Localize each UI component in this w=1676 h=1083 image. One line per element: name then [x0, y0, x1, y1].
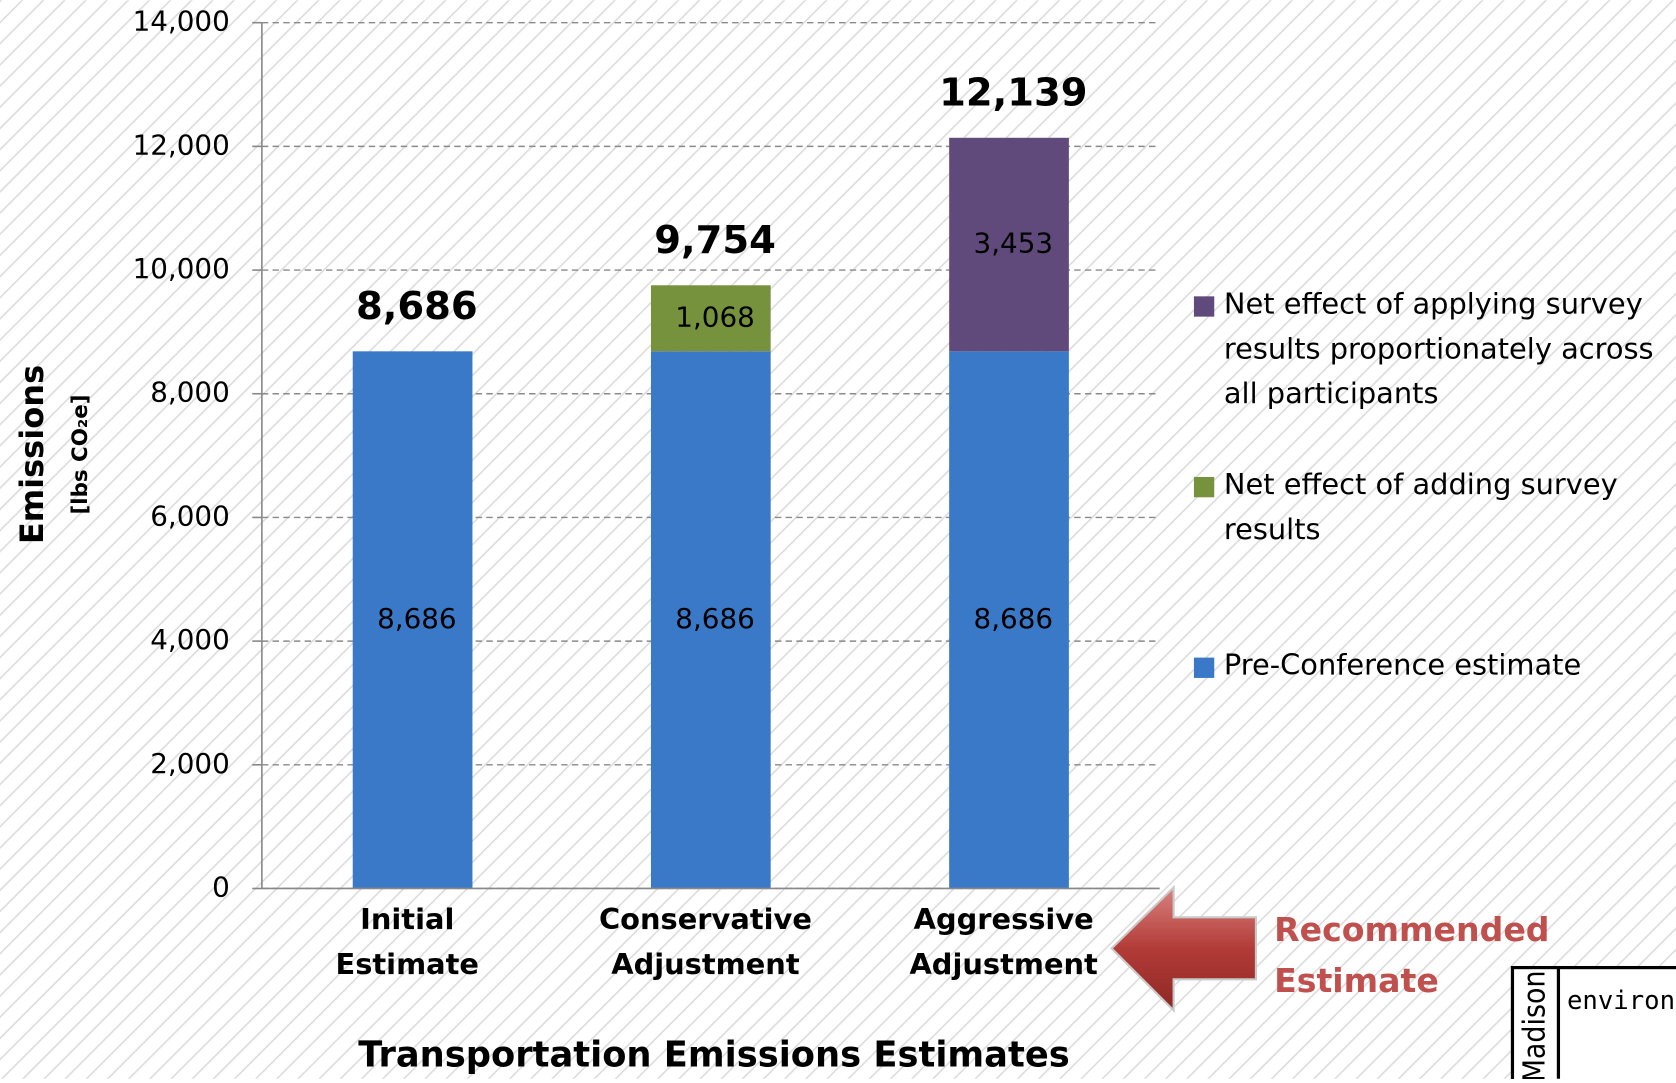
- y-tick-label: 8,000: [150, 376, 230, 409]
- y-tick-label: 0: [212, 870, 230, 903]
- legend-label-box: Net effect of adding survey results: [1223, 468, 1618, 547]
- legend-swatch: [1193, 657, 1215, 678]
- y-tick-label: 6,000: [150, 499, 230, 532]
- x-tick-label: Initial Estimate: [335, 903, 479, 982]
- value-label: 8,686: [377, 602, 457, 635]
- legend-swatch: [1193, 296, 1215, 317]
- legend-label-box: Pre-Conference estimate: [1223, 649, 1582, 683]
- legend-label: Net effect of adding survey results: [1223, 468, 1618, 547]
- total-label: 8,686: [356, 284, 478, 329]
- logo-box: [1510, 965, 1676, 1083]
- y-axis-subtitle: [lbs CO₂e]: [68, 395, 93, 515]
- logo-text: environme: [1567, 986, 1676, 1016]
- annotation-box: Recommended Estimate: [1274, 910, 1550, 1001]
- bar-segment: [650, 351, 771, 889]
- y-axis-title: Emissions: [13, 365, 51, 544]
- legend-label-box: Net effect of applying survey results pr…: [1223, 287, 1654, 411]
- bar-segment: [352, 351, 473, 889]
- x-tick-label: Conservative Adjustment: [599, 903, 812, 982]
- y-tick-label: 14,000: [133, 5, 230, 38]
- legend-label: Pre-Conference estimate: [1223, 649, 1582, 683]
- bar-segment: [949, 351, 1069, 889]
- bar-segment: [650, 285, 771, 352]
- legend-swatch: [1193, 476, 1215, 498]
- y-tick-label: 4,000: [150, 623, 230, 656]
- arrow: [1110, 884, 1258, 1013]
- value-label: 3,453: [974, 227, 1054, 260]
- value-label: 1,068: [675, 300, 755, 333]
- x-tick-label-box: Conservative Adjustment: [599, 903, 812, 982]
- y-tick-label: 2,000: [150, 747, 230, 780]
- bar-segment: [949, 137, 1069, 352]
- x-tick-label-box: Aggressive Adjustment: [909, 903, 1098, 982]
- total-label: 12,139: [939, 71, 1087, 116]
- annotation: Recommended Estimate: [1274, 910, 1550, 1001]
- y-tick-label: 12,000: [133, 128, 230, 161]
- value-label: 8,686: [974, 602, 1054, 635]
- legend-label: Net effect of applying survey results pr…: [1223, 287, 1654, 411]
- logo: Madison environme: [1510, 965, 1676, 1083]
- value-label: 8,686: [675, 602, 755, 635]
- x-axis-title: Transportation Emissions Estimates: [358, 1034, 1069, 1075]
- x-tick-label-box: Initial Estimate: [335, 903, 479, 982]
- x-tick-label: Aggressive Adjustment: [909, 903, 1098, 982]
- y-tick-label: 10,000: [133, 252, 230, 285]
- logo-name: Madison: [1517, 970, 1552, 1079]
- total-label: 9,754: [654, 218, 776, 263]
